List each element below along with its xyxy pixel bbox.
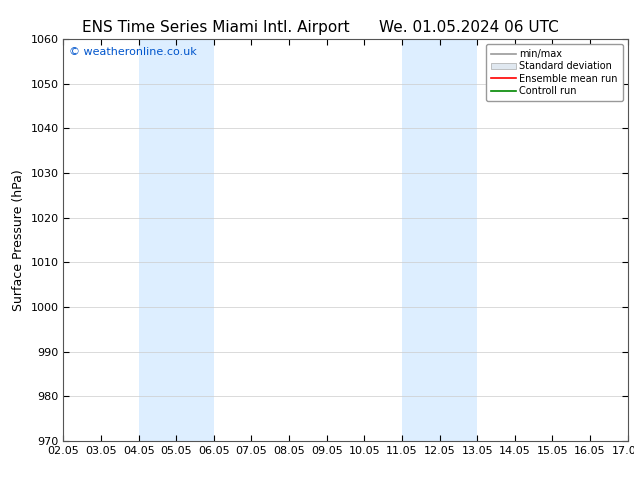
- Y-axis label: Surface Pressure (hPa): Surface Pressure (hPa): [12, 169, 25, 311]
- Bar: [402, 39, 477, 441]
- Text: © weatheronline.co.uk: © weatheronline.co.uk: [69, 47, 197, 57]
- Text: ENS Time Series Miami Intl. Airport: ENS Time Series Miami Intl. Airport: [82, 20, 349, 35]
- Legend: min/max, Standard deviation, Ensemble mean run, Controll run: min/max, Standard deviation, Ensemble me…: [486, 44, 623, 101]
- Bar: [139, 39, 214, 441]
- Text: We. 01.05.2024 06 UTC: We. 01.05.2024 06 UTC: [379, 20, 559, 35]
